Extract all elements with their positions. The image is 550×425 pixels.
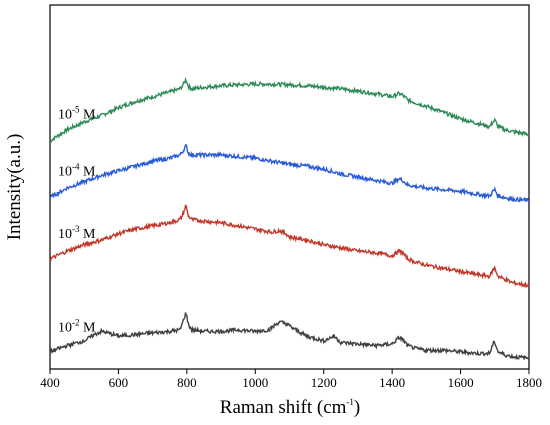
x-tick-label: 1800 bbox=[516, 375, 542, 390]
series-layer bbox=[49, 76, 530, 361]
series-label: 10-3 M bbox=[58, 224, 96, 242]
x-axis-ticks: 400 600 800 1000 1200 1400 1600 1800 bbox=[40, 369, 542, 390]
series-line bbox=[49, 312, 530, 361]
x-tick-label: 1200 bbox=[311, 375, 337, 390]
series-line bbox=[49, 204, 530, 288]
x-axis-title-tail: ) bbox=[354, 397, 360, 418]
y-axis-title: Intensity(a.u.) bbox=[4, 134, 25, 241]
x-tick-label: 800 bbox=[177, 375, 197, 390]
plot-frame bbox=[49, 4, 530, 370]
series-label-layer: 10-5 M 10-4 M 10-3 M 10-2 M bbox=[58, 104, 96, 335]
x-axis-title-main: Raman shift (cm bbox=[220, 397, 347, 418]
x-tick-label: 400 bbox=[40, 375, 60, 390]
series-label: 10-5 M bbox=[58, 104, 96, 122]
series-line bbox=[49, 76, 530, 143]
x-tick-label: 1000 bbox=[242, 375, 268, 390]
series-label: 10-4 M bbox=[58, 162, 96, 180]
x-tick-label: 1600 bbox=[448, 375, 474, 390]
series-line bbox=[49, 144, 530, 203]
x-tick-label: 600 bbox=[109, 375, 129, 390]
x-tick-label: 1400 bbox=[379, 375, 405, 390]
series-label: 10-2 M bbox=[58, 317, 96, 335]
x-axis-title-sup: -1 bbox=[346, 397, 354, 407]
x-axis-title: Raman shift (cm-1) bbox=[220, 397, 360, 418]
